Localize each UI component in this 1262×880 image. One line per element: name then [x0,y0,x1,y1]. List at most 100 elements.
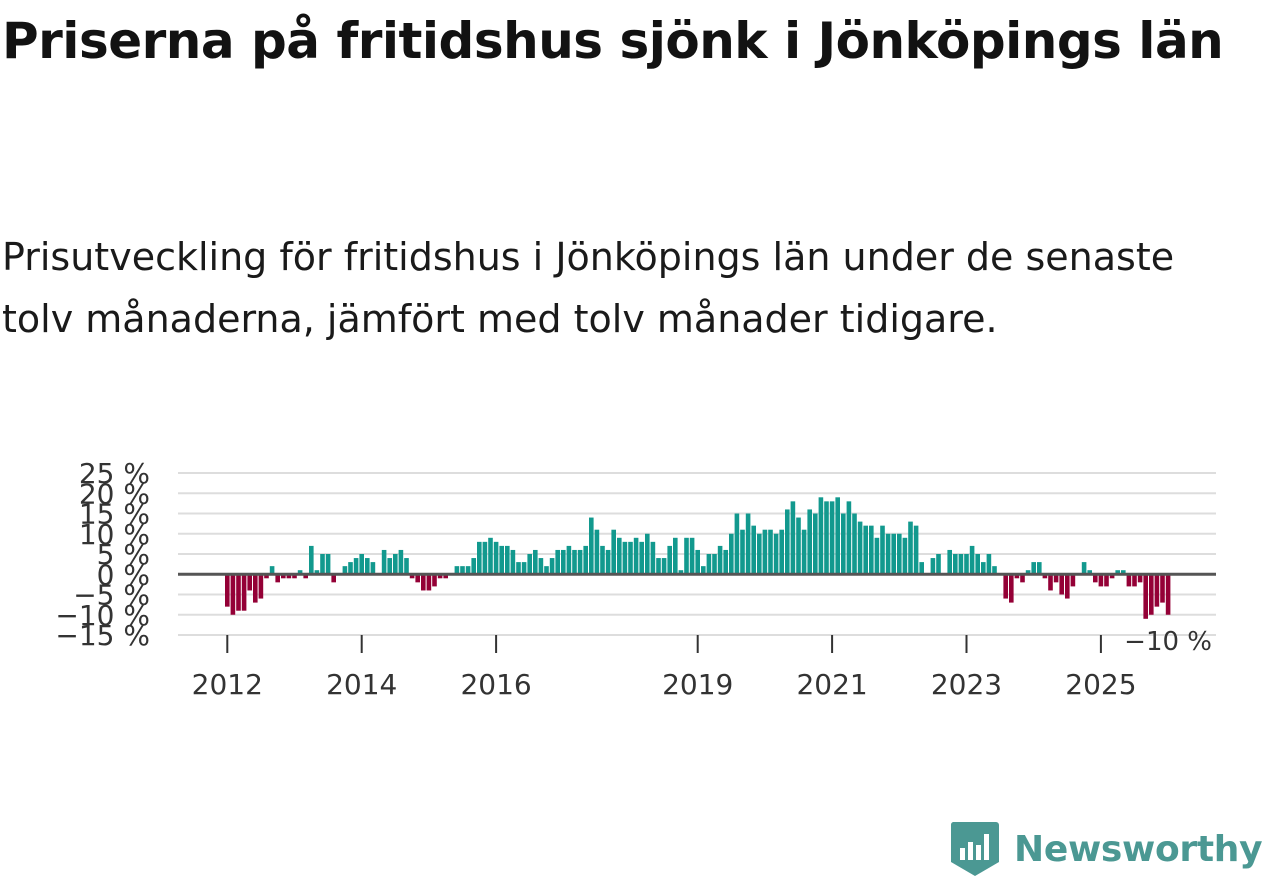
bar [1093,574,1098,583]
bar [628,541,633,575]
bar [1053,574,1059,583]
bar [807,509,812,575]
bar [645,533,650,575]
bar [264,574,269,579]
y-tick-label: 10 % [79,518,150,551]
bar [701,566,706,575]
bar [981,562,986,575]
bar [426,574,432,591]
bar [661,558,667,575]
bar [499,545,504,575]
y-tick-label: −10 % [55,599,150,632]
bar [247,574,252,591]
bar [1081,562,1087,575]
bar [505,545,510,575]
bar [678,570,684,575]
bar [762,529,768,575]
bar [454,566,460,575]
bar [258,574,264,599]
bar-chart: 25 %20 %15 %10 %5 %0 %−5 %−10 %−15 % 201… [55,457,1216,701]
bar [779,529,784,575]
bar [1070,574,1076,587]
bar [846,501,852,575]
bar [673,537,678,575]
bar [544,566,549,575]
bar [253,574,258,603]
bar [740,529,745,575]
bar [633,537,639,575]
bar [409,574,415,579]
bar [930,558,936,575]
bar [605,549,611,575]
bar [656,558,661,575]
bar [622,541,628,575]
bar [583,545,588,575]
bar [650,541,656,575]
bar [1025,570,1031,575]
bar [482,541,488,575]
bar [566,545,572,575]
bar [1154,574,1160,607]
bar [225,574,230,607]
newsworthy-logo-icon [950,822,999,876]
newsworthy-logo: Newsworthy [950,818,1262,880]
bar [331,574,336,583]
bar [986,554,992,575]
bar [768,529,773,575]
bar [359,554,364,575]
bar [1059,574,1064,595]
y-tick-label: 15 % [79,498,150,531]
brand-name: Newsworthy [1014,828,1262,870]
bar [533,549,538,575]
bar [617,537,622,575]
bars [225,497,1171,619]
bar [717,545,723,575]
x-tick-label: 2016 [460,668,531,701]
bar [303,574,308,579]
bar [465,566,471,575]
bar [404,558,409,575]
bar [964,554,969,575]
bar [1126,574,1132,587]
bar [589,517,594,575]
bar [477,541,482,575]
bar [1137,574,1143,583]
bar [790,501,796,575]
bar [891,533,896,575]
bar [555,549,560,575]
bar [863,525,868,575]
bar [387,558,392,575]
x-tick-label: 2021 [796,668,867,701]
bar [712,554,717,575]
bar [421,574,426,591]
x-tick-label: 2023 [931,668,1002,701]
bar [415,574,420,583]
bar [611,529,616,575]
bar [1143,574,1148,619]
bar [510,549,516,575]
bar [801,529,807,575]
bar [745,513,751,575]
bar [1149,574,1154,615]
bar [236,574,241,611]
bar [869,525,874,575]
bar [695,549,700,575]
bar [1065,574,1070,599]
bar [723,549,728,575]
bar [885,533,891,575]
bar [1104,574,1109,587]
bar [773,533,779,575]
bar [488,537,493,575]
bar [1009,574,1014,603]
bar [292,574,297,579]
x-tick-label: 2014 [326,668,397,701]
bar [527,554,532,575]
bar [751,525,756,575]
bar [684,537,689,575]
bar [1048,574,1053,591]
y-tick-label: 5 % [97,538,150,571]
bar [353,558,359,575]
bar [1031,562,1036,575]
bar [919,562,924,575]
y-tick-label: 25 % [79,457,150,490]
